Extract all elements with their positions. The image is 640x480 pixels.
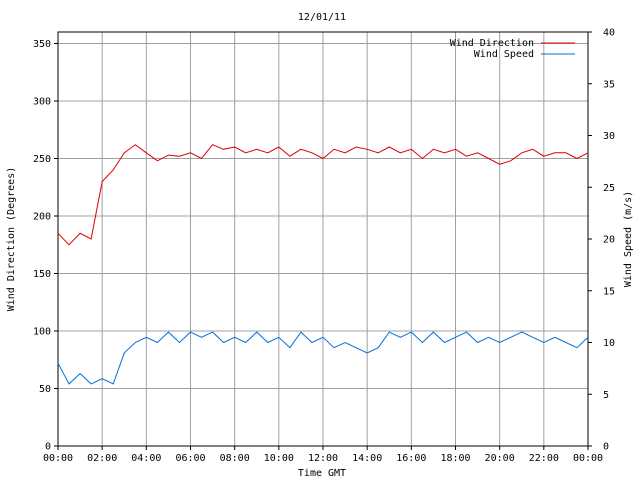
y-left-tick-label: 200 <box>33 212 51 223</box>
y-right-tick-label: 35 <box>603 79 615 90</box>
y-left-tick-label: 300 <box>33 97 51 108</box>
axis-ticks: 00:00 02:00 04:00 06:00 08:00 10:00 12:00 14:00… <box>33 28 615 465</box>
grid <box>58 32 588 446</box>
x-tick-label: 00:00 <box>573 453 603 464</box>
x-tick-label: 20:00 <box>485 453 515 464</box>
y-right-tick-label: 10 <box>603 338 615 349</box>
series-layer <box>57 144 589 385</box>
x-tick-label: 06:00 <box>175 453 205 464</box>
x-tick-label: 18:00 <box>440 453 470 464</box>
x-tick-label: 16:00 <box>396 453 426 464</box>
y-right-tick-label: 0 <box>603 442 609 453</box>
legend: Wind Direction Wind Speed <box>450 38 575 60</box>
y-right-tick-label: 30 <box>603 131 615 142</box>
legend-label-wind-speed: Wind Speed <box>474 49 534 60</box>
x-tick-label: 00:00 <box>43 453 73 464</box>
y-right-tick-label: 15 <box>603 286 615 297</box>
y-left-tick-label: 150 <box>33 269 51 280</box>
y-right-tick-label: 25 <box>603 183 615 194</box>
y-right-tick-label: 20 <box>603 235 615 246</box>
y-left-tick-label: 50 <box>39 384 51 395</box>
y-left-tick-label: 250 <box>33 154 51 165</box>
chart-title: 12/01/11 <box>298 12 346 23</box>
x-tick-label: 04:00 <box>131 453 161 464</box>
series-line-wind-direction <box>57 144 589 246</box>
x-tick-label: 22:00 <box>529 453 559 464</box>
y-axis-right-label: Wind Speed (m/s) <box>623 191 634 287</box>
legend-label-wind-direction: Wind Direction <box>450 38 534 49</box>
y-left-tick-label: 0 <box>45 442 51 453</box>
x-tick-label: 14:00 <box>352 453 382 464</box>
x-tick-label: 08:00 <box>220 453 250 464</box>
x-tick-label: 10:00 <box>264 453 294 464</box>
y-left-tick-label: 100 <box>33 327 51 338</box>
x-tick-label: 02:00 <box>87 453 117 464</box>
y-left-tick-label: 350 <box>33 39 51 50</box>
y-right-tick-label: 40 <box>603 28 615 39</box>
y-axis-left-label: Wind Direction (Degrees) <box>6 167 17 312</box>
x-axis-label: Time GMT <box>298 468 346 479</box>
y-right-tick-label: 5 <box>603 390 609 401</box>
series-line-wind-speed <box>57 331 589 385</box>
x-tick-label: 12:00 <box>308 453 338 464</box>
